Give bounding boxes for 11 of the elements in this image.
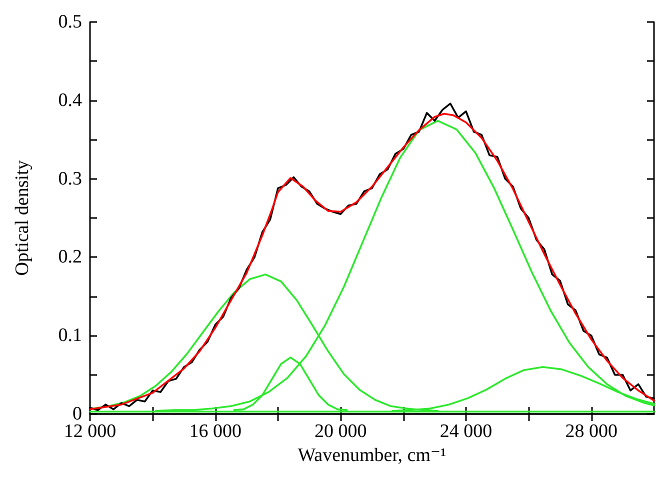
y-tick-label: 0.3 — [58, 168, 82, 190]
x-tick-label: 16 000 — [189, 421, 242, 442]
y-tick-label: 0.5 — [58, 12, 82, 32]
x-tick-label: 20 000 — [314, 421, 367, 442]
y-tick-label: 0.4 — [58, 90, 82, 111]
x-tick-label: 24 000 — [440, 421, 492, 442]
y-tick-label: 0.1 — [58, 325, 82, 346]
y-axis-title: Optical density — [12, 160, 33, 276]
x-tick-label: 28 000 — [565, 421, 618, 442]
x-axis-title: Wavenumber, cm⁻¹ — [298, 444, 447, 466]
y-tick-label: 0.2 — [58, 246, 82, 268]
